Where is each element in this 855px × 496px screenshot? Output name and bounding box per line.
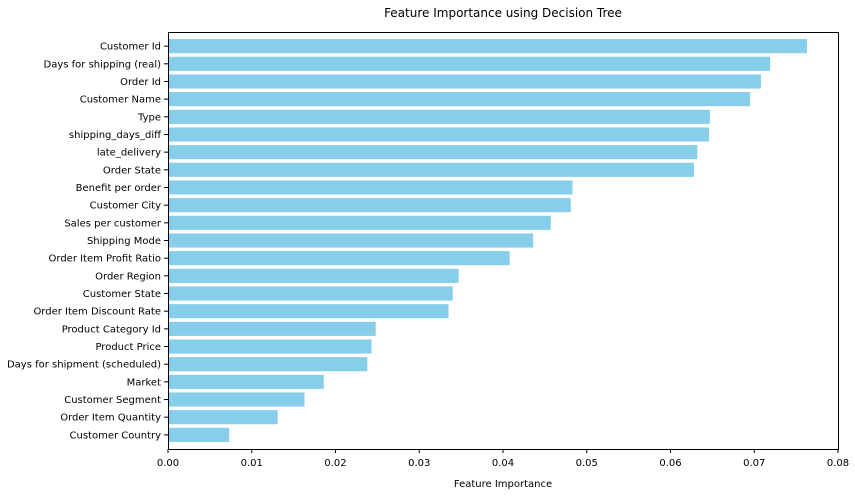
chart-title: Feature Importance using Decision Tree [384,6,622,20]
bar-11 [168,233,534,248]
bar-6 [168,145,698,160]
category-label: Shipping Mode [87,236,161,247]
bar-1 [168,56,771,71]
plot-frame [168,32,839,450]
category-label: Product Category Id [62,324,161,335]
bar-0 [168,39,808,54]
category-label: Order State [103,165,161,176]
category-label: shipping_days_diff [69,130,162,141]
category-label: late_delivery [97,148,161,159]
bar-22 [168,427,230,442]
bar-21 [168,410,278,425]
category-label: Order Item Profit Ratio [49,254,161,265]
x-axis-title: Feature Importance [454,479,552,490]
category-labels: Customer Id Days for shipping (real) Order… [7,42,168,441]
bar-19 [168,374,324,389]
category-label: Customer Segment [64,395,161,406]
x-tick-label: 0.04 [492,458,514,469]
category-label: Order Region [95,271,161,282]
category-label: Order Item Discount Rate [33,307,161,318]
bar-13 [168,268,459,283]
category-label: Benefit per order [76,183,162,194]
x-tick-label: 0.01 [241,458,263,469]
bar-16 [168,321,376,336]
category-label: Days for shipment (scheduled) [7,360,161,371]
bar-7 [168,162,694,177]
bar-10 [168,215,551,230]
category-label: Customer Id [100,42,161,53]
x-tick-label: 0.03 [408,458,430,469]
x-tick-label: 0.07 [743,458,765,469]
x-axis-ticks: 0.00 0.01 0.02 0.03 0.04 0.05 0.06 0.07 0.08 [157,449,849,469]
bar-18 [168,357,368,372]
bar-20 [168,392,305,407]
category-label: Days for shipping (real) [44,59,162,70]
x-tick-label: 0.06 [659,458,681,469]
category-label: Order Id [120,77,161,88]
category-label: Customer Name [80,95,161,106]
bar-3 [168,92,751,107]
x-tick-label: 0.08 [827,458,849,469]
bar-2 [168,74,761,89]
x-tick-label: 0.02 [324,458,346,469]
category-label: Sales per customer [64,218,162,229]
bar-4 [168,109,710,124]
category-label: Customer Country [70,430,162,441]
category-label: Customer City [90,201,161,212]
category-label: Type [137,112,161,123]
category-label: Order Item Quantity [60,413,161,424]
category-label: Customer State [83,289,161,300]
bar-5 [168,127,710,142]
bar-9 [168,198,571,213]
bar-17 [168,339,372,354]
bar-15 [168,304,449,319]
category-label: Market [127,377,161,388]
bar-12 [168,251,510,266]
category-label: Product Price [95,342,161,353]
bar-8 [168,180,573,195]
x-tick-label: 0.00 [157,458,179,469]
bar-14 [168,286,453,301]
bars-group [168,39,808,442]
x-tick-label: 0.05 [576,458,598,469]
